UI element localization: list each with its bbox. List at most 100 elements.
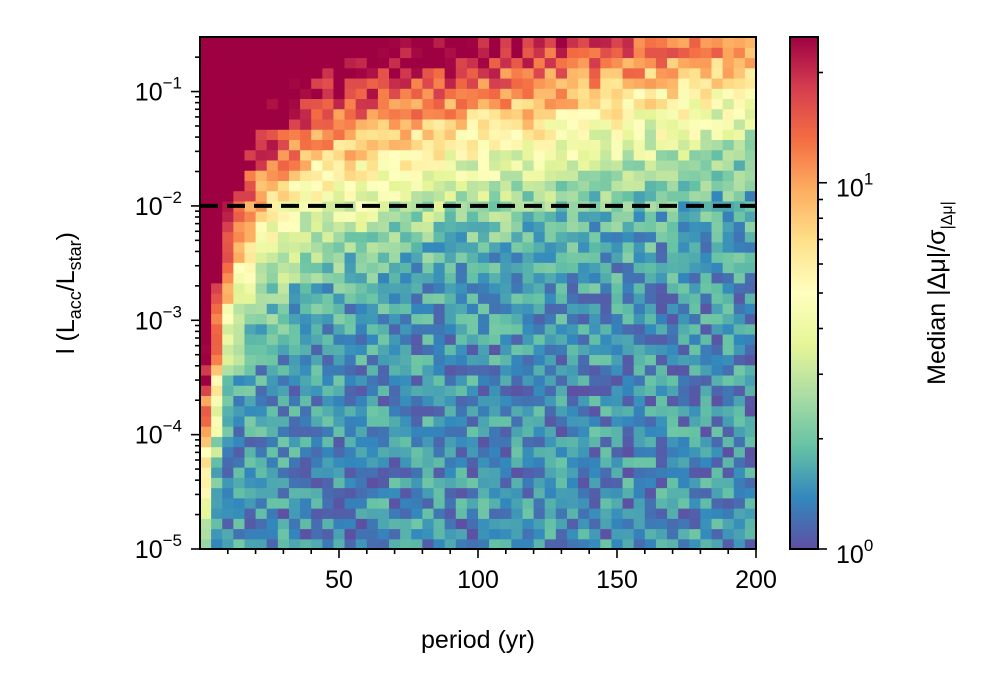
heatmap-cell	[522, 333, 535, 345]
heatmap-cell	[566, 149, 579, 161]
heatmap-cell	[689, 508, 701, 519]
heatmap-cell	[533, 303, 546, 315]
heatmap-cell	[322, 170, 335, 181]
heatmap-cell	[544, 436, 557, 448]
heatmap-cell	[344, 344, 357, 356]
heatmap-cell	[533, 77, 546, 89]
heatmap-cell	[411, 293, 423, 304]
heatmap-cell	[344, 37, 357, 48]
heatmap-cell	[589, 57, 601, 69]
heatmap-cell	[311, 415, 323, 427]
heatmap-cell	[611, 37, 624, 48]
heatmap-cell	[500, 538, 512, 550]
heatmap-cell	[478, 415, 490, 427]
heatmap-cell	[600, 487, 613, 499]
heatmap-cell	[500, 67, 512, 79]
heatmap-cell	[633, 446, 646, 458]
heatmap-cell	[655, 518, 668, 530]
heatmap-cell	[589, 518, 601, 530]
heatmap-cell	[389, 426, 401, 437]
heatmap-cell	[277, 456, 290, 468]
heatmap-cell	[200, 149, 212, 161]
heatmap-cell	[722, 528, 735, 540]
heatmap-cell	[389, 364, 401, 376]
heatmap-cell	[444, 497, 457, 509]
heatmap-cell	[255, 67, 268, 79]
heatmap-cell	[700, 252, 713, 263]
heatmap-cell	[277, 446, 290, 458]
heatmap-cell	[700, 57, 713, 69]
heatmap-cell	[233, 180, 246, 192]
heatmap-cell	[733, 477, 746, 489]
heatmap-cell	[255, 518, 268, 530]
heatmap-cell	[500, 159, 512, 171]
heatmap-cell	[422, 374, 435, 386]
heatmap-cell	[544, 354, 557, 366]
heatmap-cell	[678, 67, 690, 79]
heatmap-cell	[433, 37, 446, 48]
heatmap-cell	[511, 170, 524, 181]
heatmap-cell	[555, 37, 568, 48]
heatmap-cell	[344, 211, 357, 222]
heatmap-cell	[555, 333, 568, 345]
heatmap-cell	[744, 436, 757, 448]
heatmap-cell	[277, 426, 290, 437]
heatmap-cell	[478, 262, 490, 274]
heatmap-cell	[555, 456, 568, 468]
heatmap-cell	[366, 282, 379, 294]
heatmap-cell	[500, 241, 512, 253]
heatmap-cell	[711, 231, 724, 243]
heatmap-cell	[633, 364, 646, 376]
heatmap-cell	[444, 395, 457, 407]
heatmap-cell	[266, 180, 279, 192]
heatmap-cell	[344, 139, 357, 151]
heatmap-cell	[667, 272, 679, 284]
heatmap-cell	[522, 67, 535, 79]
heatmap-cell	[466, 333, 479, 345]
heatmap-cell	[422, 528, 435, 540]
heatmap-cell	[300, 293, 312, 304]
heatmap-cell	[233, 344, 246, 356]
y-tick-label: 10−3	[135, 302, 182, 335]
heatmap-cell	[366, 108, 379, 120]
heatmap-cell	[489, 252, 501, 263]
heatmap-cell	[600, 57, 613, 69]
heatmap-cell	[644, 293, 657, 304]
heatmap-cell	[478, 436, 490, 448]
heatmap-cell	[733, 272, 746, 284]
heatmap-cell	[611, 129, 624, 140]
heatmap-cell	[400, 538, 412, 550]
heatmap-cell	[222, 354, 234, 366]
heatmap-cell	[644, 47, 657, 59]
heatmap-cell	[344, 354, 357, 366]
heatmap-cell	[489, 98, 501, 110]
heatmap-cell	[555, 426, 568, 437]
heatmap-cell	[722, 129, 735, 140]
heatmap-cell	[355, 262, 368, 274]
heatmap-cell	[700, 118, 713, 130]
heatmap-cell	[355, 456, 368, 468]
heatmap-cell	[689, 272, 701, 284]
heatmap-cell	[644, 262, 657, 274]
heatmap-cell	[522, 467, 535, 478]
heatmap-cell	[455, 88, 468, 100]
heatmap-cell	[589, 190, 601, 202]
heatmap-cell	[522, 405, 535, 417]
heatmap-cell	[744, 180, 757, 192]
heatmap-cell	[422, 518, 435, 530]
heatmap-cell	[366, 241, 379, 253]
heatmap-cell	[377, 374, 390, 386]
heatmap-cell	[389, 293, 401, 304]
heatmap-cell	[455, 170, 468, 181]
heatmap-cell	[200, 77, 212, 89]
heatmap-cell	[389, 467, 401, 478]
heatmap-cell	[555, 262, 568, 274]
heatmap-cell	[444, 487, 457, 499]
heatmap-cell	[366, 67, 379, 79]
heatmap-cell	[489, 426, 501, 437]
heatmap-cell	[600, 180, 613, 192]
heatmap-cell	[266, 67, 279, 79]
heatmap-cell	[667, 303, 679, 315]
heatmap-cell	[566, 487, 579, 499]
heatmap-cell	[633, 180, 646, 192]
